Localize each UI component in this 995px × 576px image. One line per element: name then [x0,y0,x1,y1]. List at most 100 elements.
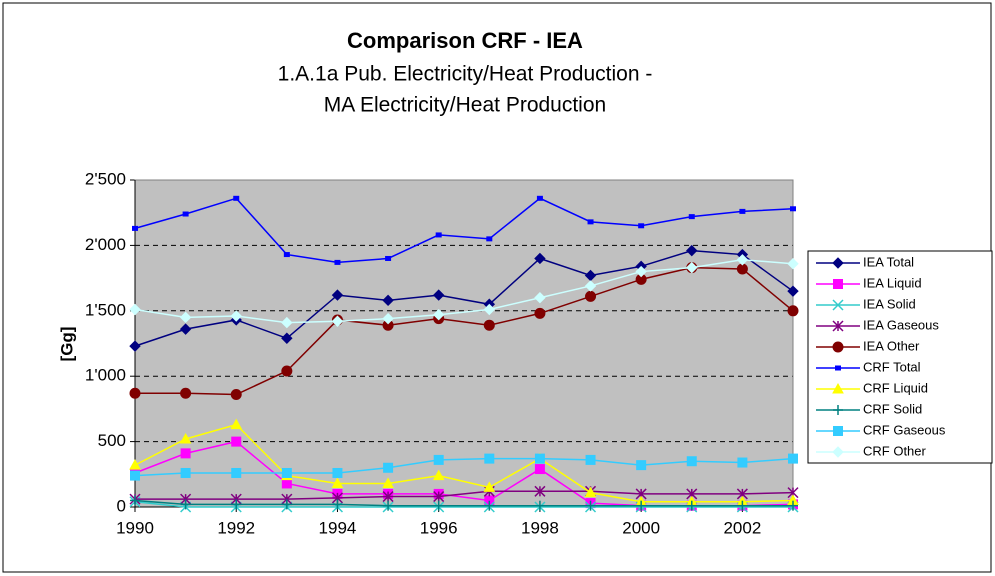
y-tick-label: 1'000 [85,366,126,385]
marker [432,309,445,321]
marker [686,456,697,467]
marker [534,500,545,511]
marker-part [832,257,844,269]
marker [790,206,796,212]
marker-part [182,211,189,217]
marker [737,457,748,468]
marker-part [686,261,698,274]
legend-label: IEA Gaseous [863,317,939,332]
marker-part [281,467,292,478]
y-tick-label: 0 [117,496,126,515]
x-tick-label: 1990 [116,518,154,537]
marker-part [686,244,698,257]
marker-part [833,426,843,436]
marker-part [281,316,293,329]
marker-part [231,436,242,447]
marker [230,389,242,401]
marker [180,499,191,510]
marker-part [281,478,292,489]
marker-part [432,309,445,321]
marker-part [132,225,138,231]
marker [484,500,495,511]
series-line [135,490,794,500]
legend-label: IEA Solid [863,296,916,311]
marker-part [179,311,192,324]
marker [129,387,141,399]
marker [231,436,242,447]
x-tick-label: 1998 [521,518,559,537]
marker-part [534,464,545,475]
marker [331,315,344,327]
marker [584,280,597,292]
marker [635,265,647,278]
marker [129,340,141,352]
marker [534,485,546,497]
marker [132,225,138,231]
marker-part [283,252,290,258]
marker [129,459,141,470]
marker-part [382,294,394,307]
plot-area [135,180,793,507]
x-tick-label: 1996 [420,518,458,537]
marker [281,499,292,510]
series-line [134,423,794,503]
marker [484,453,495,464]
marker-part [686,456,697,467]
marker-part [739,208,746,214]
marker [383,462,394,473]
marker [382,477,394,488]
series-line [134,499,793,507]
marker [180,387,192,399]
marker-part [129,459,141,470]
marker [534,464,545,475]
marker-part [331,289,344,301]
legend-label: CRF Other [863,443,927,458]
legend-label: CRF Total [863,359,921,374]
marker [179,311,192,324]
marker-part [331,315,344,327]
marker [832,341,844,353]
chart-subtitle: MA Electricity/Heat Production [324,94,606,117]
marker [385,255,392,261]
chart-title: Comparison CRF - IEA [347,28,583,53]
y-tick-label: 500 [98,431,126,450]
marker-part [180,448,191,459]
marker [787,285,799,297]
marker-part [230,389,242,401]
marker-part [230,310,242,322]
marker-part [584,486,597,498]
marker [832,382,844,394]
marker [788,500,798,511]
marker [483,319,495,331]
marker [534,453,545,464]
marker [432,289,445,301]
marker [231,499,242,510]
marker [688,214,695,220]
marker [382,312,394,325]
series-line [134,197,794,264]
marker-part [635,265,647,278]
marker-part [230,418,243,430]
chart-subtitle: 1.A.1a Pub. Electricity/Heat Production … [278,63,653,86]
marker-part [585,454,596,465]
marker [636,500,647,511]
marker-part [179,323,192,335]
y-tick-label: 2'500 [85,169,126,188]
marker-part [179,432,192,444]
marker-part [180,387,192,399]
marker-part [835,365,841,371]
marker-part [432,289,445,301]
marker-part [638,223,645,229]
marker-part [534,453,545,464]
marker-part [688,214,695,220]
marker [334,259,341,265]
marker-part [833,279,843,289]
marker-part [483,481,496,492]
marker-part [787,258,799,270]
marker [832,299,844,311]
marker [435,232,442,238]
marker-part [832,382,844,394]
marker [281,467,292,478]
marker-part [587,219,594,225]
